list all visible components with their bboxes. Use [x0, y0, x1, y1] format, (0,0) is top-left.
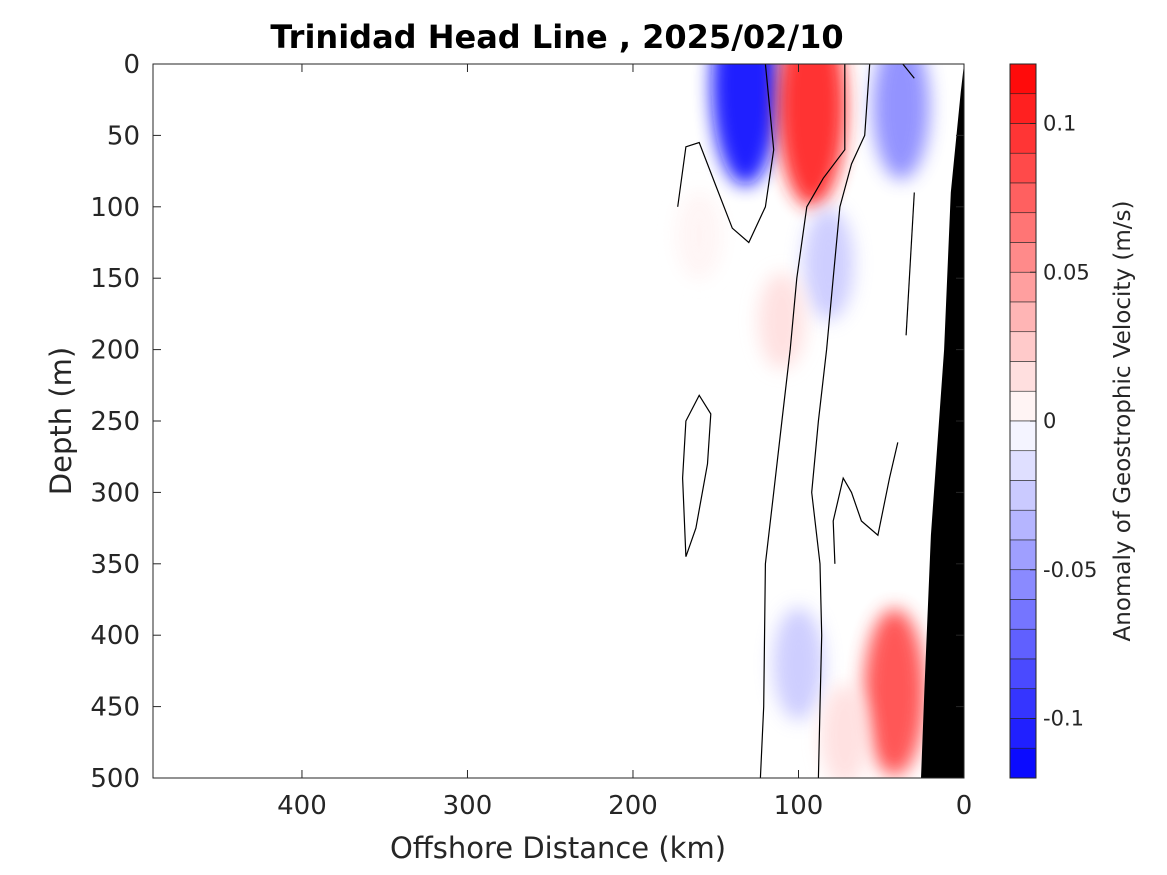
x-tick-label: 0	[956, 791, 973, 821]
colorbar-label: Anomaly of Geostrophic Velocity (m/s)	[1110, 201, 1136, 642]
plot-area: 400 300 200 100 0 0 50 100 150 200 250 300 350 400 450…	[90, 50, 973, 821]
colorbar: 0.1 0.05 0 -0.05 -0.1	[1009, 63, 1097, 779]
y-tick-label: 400	[90, 621, 140, 651]
colorbar-level	[1009, 658, 1037, 690]
colorbar-tick-label: -0.05	[1043, 558, 1097, 582]
y-tick-label: 0	[123, 50, 140, 80]
y-tick-label: 350	[90, 550, 140, 580]
zero-contour-1	[759, 64, 846, 778]
field-feature-7	[820, 684, 869, 778]
colorbar-level	[1009, 688, 1037, 719]
y-tick-label: 250	[90, 407, 140, 437]
x-axis-label: Offshore Distance (km)	[390, 831, 726, 865]
colorbar-level	[1009, 450, 1037, 481]
y-tick-label: 200	[90, 336, 140, 366]
field-feature-4	[758, 272, 806, 370]
colorbar-level	[1009, 539, 1037, 571]
colorbar-level	[1009, 123, 1037, 154]
colorbar-level	[1009, 390, 1037, 422]
field-feature-5	[773, 607, 824, 721]
field-feature-6	[863, 608, 926, 776]
y-axis-label: Depth (m)	[44, 347, 78, 495]
colorbar-tick-label: 0.05	[1043, 260, 1090, 284]
y-tick-label: 300	[90, 478, 140, 508]
colorbar-level	[1009, 628, 1037, 660]
x-tick-label: 100	[774, 791, 824, 821]
y-tick-label: 100	[90, 193, 140, 223]
colorbar-level	[1009, 331, 1037, 362]
colorbar-level	[1009, 480, 1037, 511]
bathymetry-mask	[921, 64, 964, 778]
zero-contour-6	[832, 442, 899, 564]
y-tick-label: 450	[90, 693, 140, 723]
field-feature-2	[872, 64, 930, 180]
y-tick-label: 50	[107, 121, 140, 151]
zero-contour-0	[677, 64, 775, 244]
colorbar-level	[1009, 509, 1037, 541]
plot-background	[153, 64, 964, 778]
colorbar-level	[1009, 63, 1037, 95]
colorbar-tick-label: 0	[1043, 409, 1056, 433]
colorbar-level	[1009, 182, 1037, 214]
field-feature-3	[803, 207, 854, 321]
colorbar-level	[1009, 242, 1037, 273]
x-tick-label: 300	[443, 791, 493, 821]
zero-contour-3	[902, 64, 915, 79]
field-feature-0	[711, 64, 780, 186]
zero-contour-2	[811, 64, 871, 778]
field-feature-8	[676, 191, 723, 280]
colorbar-level	[1009, 152, 1037, 184]
y-tick-label: 150	[90, 264, 140, 294]
y-tick-label: 500	[90, 764, 140, 794]
colorbar-level	[1009, 93, 1037, 124]
zero-contour-5	[905, 192, 915, 336]
x-tick-label: 200	[608, 791, 658, 821]
colorbar-tick-label: 0.1	[1043, 112, 1076, 136]
colorbar-level	[1009, 212, 1037, 243]
colorbar-level	[1009, 747, 1037, 779]
colorbar-tick-label: -0.1	[1043, 707, 1084, 731]
colorbar-level	[1009, 569, 1037, 600]
colorbar-level	[1009, 718, 1037, 749]
colorbar-level	[1009, 271, 1037, 303]
colorbar-level	[1009, 301, 1037, 333]
colorbar-level	[1009, 361, 1037, 392]
chart-title: Trinidad Head Line , 2025/02/10	[270, 18, 843, 56]
colorbar-level	[1009, 599, 1037, 630]
colorbar-level	[1009, 420, 1037, 452]
x-tick-label: 400	[277, 791, 327, 821]
zero-contour-4	[681, 394, 712, 557]
